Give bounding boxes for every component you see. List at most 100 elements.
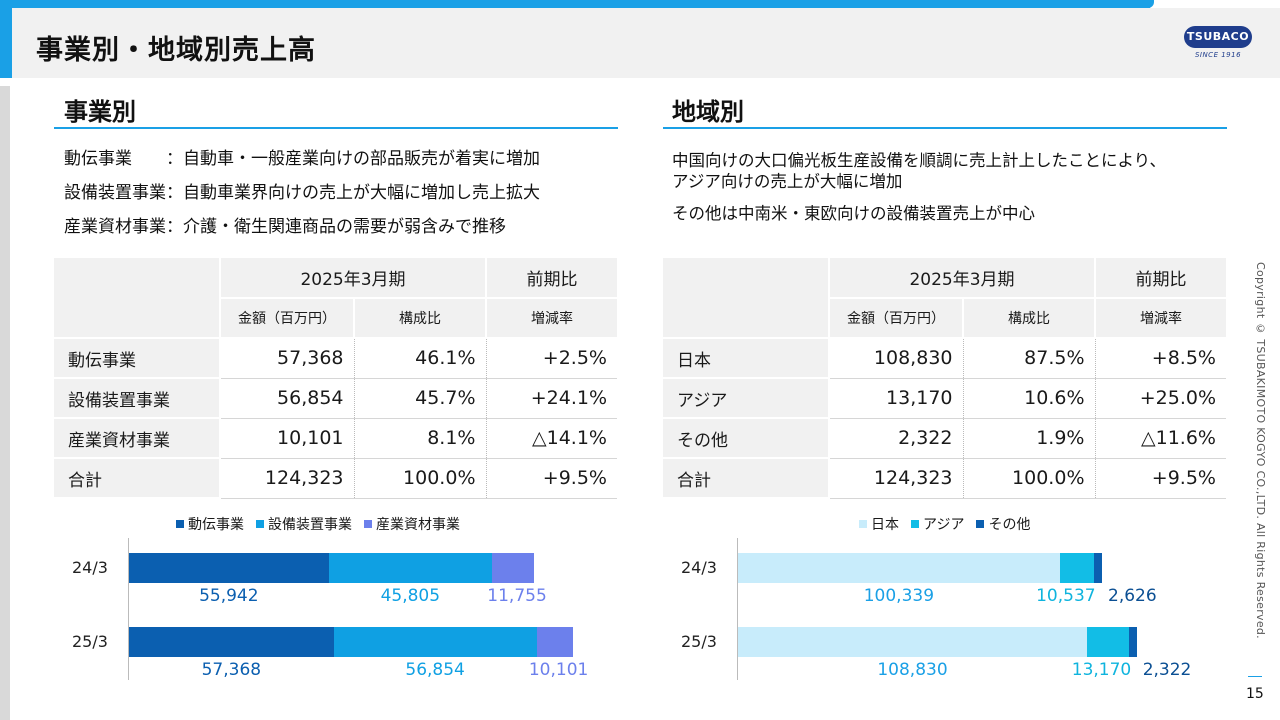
col-ratio-header: 構成比 [354, 298, 487, 339]
bar-segment [333, 627, 537, 657]
table-row: 合計 124,323 100.0% +9.5% [663, 458, 1228, 499]
legend-item: その他 [976, 514, 1030, 534]
bar-segment [536, 627, 573, 657]
bar-segment [1093, 553, 1102, 583]
bar-segment [738, 627, 1088, 657]
data-label: 2,626 [1108, 586, 1157, 606]
table-row: 日本 108,830 87.5% +8.5% [663, 338, 1228, 379]
legend-label: 日本 [871, 517, 899, 533]
legend-item: アジア [911, 514, 964, 534]
business-table: 2025年3月期 前期比 金額（百万円） 構成比 増減率 動伝事業 57,368… [54, 258, 619, 499]
bar-row [738, 627, 1137, 657]
legend-swatch [911, 520, 919, 528]
data-label: 108,830 [877, 660, 948, 680]
page-number-rule [1248, 676, 1262, 677]
business-heading: 事業別 [64, 98, 136, 126]
table-row: その他 2,322 1.9% △11.6% [663, 418, 1228, 459]
data-label: 100,339 [863, 586, 935, 606]
data-label: 2,322 [1142, 660, 1192, 680]
top-accent-strip [0, 0, 1150, 8]
page-number: 15 [1246, 686, 1264, 702]
data-label: 13,170 [1071, 660, 1132, 680]
header-band [0, 8, 1280, 78]
data-label: 55,942 [199, 586, 259, 606]
legend-label: その他 [988, 517, 1031, 533]
legend-swatch [976, 520, 985, 528]
region-heading-rule [663, 127, 1227, 129]
bar-segment [1059, 553, 1094, 583]
legend-swatch [176, 520, 184, 528]
bar-segment [328, 553, 493, 583]
logo-wordmark: TSUBACO [1184, 26, 1252, 48]
region-note: その他は中南米・東欧向けの設備装置売上が中心 [672, 203, 1035, 223]
business-notes: 動伝事業 ：自動車・一般産業向けの部品販売が着実に増加 設備装置事業：自動車業界… [64, 148, 540, 250]
col-change-header: 増減率 [1095, 298, 1228, 339]
chart-axis [128, 538, 129, 680]
business-sales-chart: 動伝事業 設備装置事業 産業資材事業 24/3 55,942 45,805 11,755 25… [54, 510, 618, 690]
table-row: アジア 13,170 10.6% +25.0% [663, 378, 1228, 419]
left-side-rule [0, 86, 10, 720]
table-yoy-header: 前期比 [486, 258, 619, 299]
legend-label: 設備装置事業 [268, 517, 352, 533]
data-label: 45,805 [380, 586, 441, 606]
category-label: 25/3 [681, 632, 717, 651]
chart-legend: 動伝事業 設備装置事業 産業資材事業 [176, 514, 460, 534]
col-amount-header: 金額（百万円） [829, 298, 964, 339]
category-label: 25/3 [72, 632, 108, 651]
bar-segment [492, 553, 534, 583]
legend-label: 動伝事業 [188, 517, 244, 533]
col-amount-header: 金額（百万円） [220, 298, 355, 339]
chart-legend: 日本 アジア その他 [859, 514, 1030, 534]
table-corner [663, 258, 830, 339]
bar-segment [129, 627, 334, 657]
table-yoy-header: 前期比 [1095, 258, 1228, 299]
col-ratio-header: 構成比 [963, 298, 1096, 339]
bar-segment [738, 553, 1060, 583]
region-note: 中国向けの大口偏光板生産設備を順調に売上計上したことにより、 [672, 151, 1167, 170]
table-row: 動伝事業 57,368 46.1% +2.5% [54, 338, 619, 379]
business-note: 動伝事業 ：自動車・一般産業向けの部品販売が着実に増加 [64, 149, 540, 169]
page-title: 事業別・地域別売上高 [36, 35, 316, 66]
bar-segment [1087, 627, 1130, 657]
data-label: 11,755 [487, 586, 547, 606]
top-accent-cap [1140, 0, 1154, 8]
legend-item: 産業資材事業 [364, 514, 460, 534]
region-table: 2025年3月期 前期比 金額（百万円） 構成比 増減率 日本 108,830 … [663, 258, 1228, 499]
business-note: 設備装置事業：自動車業界向けの売上が大幅に増加し売上拡大 [64, 183, 540, 203]
data-label: 10,101 [528, 660, 589, 680]
bar-row [129, 627, 573, 657]
data-label: 57,368 [201, 660, 262, 680]
region-heading: 地域別 [672, 98, 744, 126]
legend-label: 産業資材事業 [376, 517, 460, 533]
company-logo: TSUBACO SINCE 1916 [1183, 26, 1253, 66]
legend-item: 設備装置事業 [256, 514, 352, 534]
table-corner [54, 258, 221, 339]
table-row: 合計 124,323 100.0% +9.5% [54, 458, 619, 499]
legend-item: 日本 [859, 514, 899, 534]
data-label: 56,854 [405, 660, 465, 680]
logo-since: SINCE 1916 [1194, 51, 1242, 59]
region-notes: 中国向けの大口偏光板生産設備を順調に売上計上したことにより、 アジア向けの売上が… [672, 150, 1166, 224]
category-label: 24/3 [72, 558, 108, 577]
legend-label: アジア [923, 517, 965, 533]
bar-segment [1129, 627, 1137, 657]
table-row: 産業資材事業 10,101 8.1% △14.1% [54, 418, 619, 459]
business-note: 産業資材事業：介護・衛生関連商品の需要が弱含みで推移 [64, 217, 506, 237]
table-row: 設備装置事業 56,854 45.7% +24.1% [54, 378, 619, 419]
legend-swatch [859, 520, 867, 528]
region-sales-chart: 日本 アジア その他 24/3 100,339 10,537 2,626 25/3 108,83… [663, 510, 1227, 690]
legend-swatch [364, 520, 372, 528]
col-change-header: 増減率 [486, 298, 619, 339]
region-note: アジア向けの売上が大幅に増加 [672, 172, 903, 192]
table-period-header: 2025年3月期 [829, 258, 1096, 299]
copyright-notice: Copyright © TSUBAKIMOTO KOGYO CO.,LTD. A… [1254, 262, 1267, 639]
business-heading-rule [54, 127, 618, 129]
legend-item: 動伝事業 [176, 514, 244, 534]
bar-row [738, 553, 1102, 583]
header-left-accent [0, 8, 12, 78]
bar-segment [129, 553, 329, 583]
bar-row [129, 553, 534, 583]
category-label: 24/3 [681, 558, 717, 577]
chart-axis [737, 538, 738, 680]
table-period-header: 2025年3月期 [220, 258, 487, 299]
